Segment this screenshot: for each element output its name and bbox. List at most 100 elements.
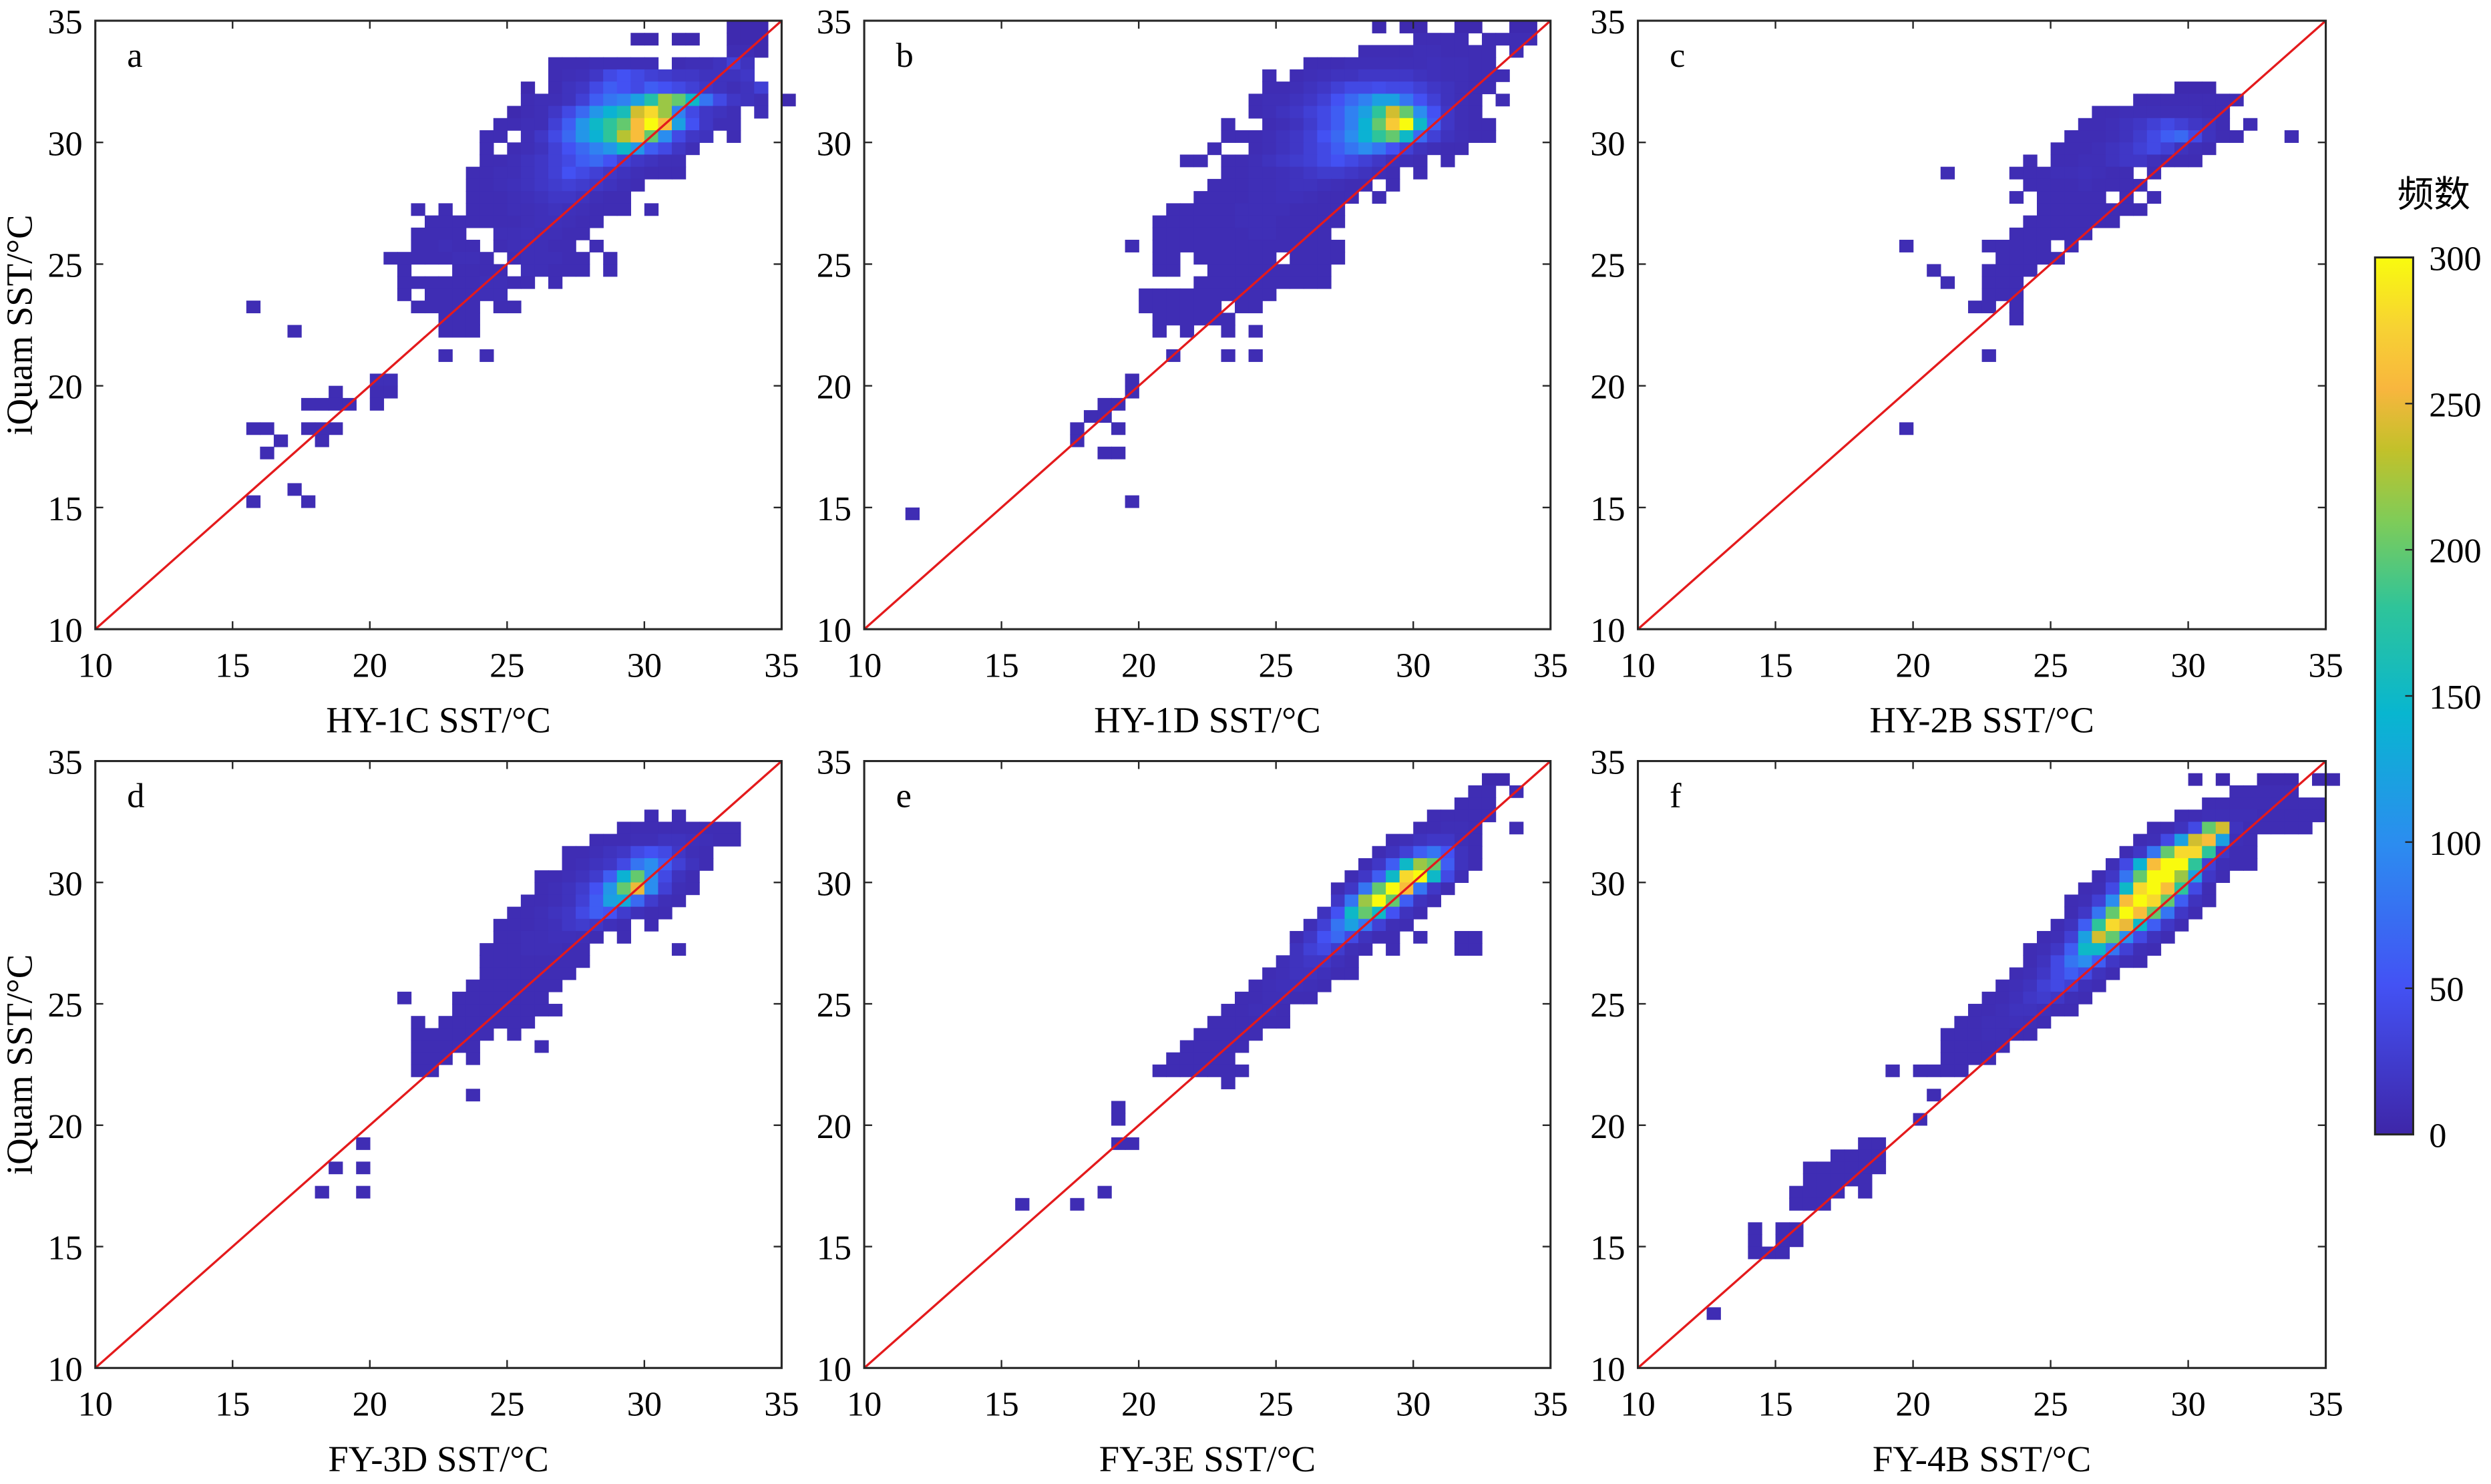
heatmap-cell — [2036, 991, 2052, 1004]
heatmap-cell — [2023, 1004, 2038, 1016]
heatmap-cell — [713, 821, 727, 835]
heatmap-cell — [658, 870, 673, 884]
heatmap-cell — [576, 215, 590, 228]
heatmap-cell — [1290, 991, 1304, 1004]
heatmap-cell — [1372, 94, 1386, 107]
heatmap-cell — [1235, 191, 1250, 204]
heatmap-cell — [534, 906, 549, 920]
heatmap-cell — [658, 142, 673, 156]
heatmap-cell — [671, 882, 687, 896]
heatmap-cells — [246, 21, 796, 508]
x-tick-label: 30 — [1396, 646, 1430, 685]
heatmap-cell — [603, 94, 618, 107]
heatmap-cell — [1816, 1185, 1831, 1199]
heatmap-cell — [520, 930, 536, 944]
heatmap-cell — [2188, 833, 2202, 847]
heatmap-cell — [1276, 191, 1290, 204]
heatmap-cell — [2050, 203, 2065, 216]
heatmap-cell — [603, 142, 618, 156]
heatmap-cell — [740, 69, 755, 82]
heatmap-cell — [1858, 1185, 1873, 1199]
heatmap-cell — [2146, 821, 2162, 835]
heatmap-cell — [616, 178, 632, 192]
heatmap-cell — [1468, 106, 1483, 119]
heatmap-cell — [1344, 918, 1359, 932]
heatmap-cell — [2105, 178, 2120, 192]
heatmap-cells — [1706, 773, 2340, 1320]
y-tick-label: 20 — [817, 1107, 851, 1146]
heatmap-cell — [425, 215, 439, 228]
heatmap-cell — [658, 894, 673, 908]
heatmap-cell — [727, 81, 741, 95]
heatmap-cell — [1330, 94, 1346, 107]
heatmap-cell — [1262, 69, 1277, 82]
heatmap-cell — [754, 45, 769, 58]
heatmap-cell — [562, 81, 576, 95]
heatmap-cell — [1386, 858, 1400, 871]
y-tick-label: 15 — [47, 490, 82, 528]
heatmap-cell — [671, 833, 687, 847]
heatmap-cell — [1358, 930, 1373, 944]
heatmap-cell — [534, 930, 549, 944]
heatmap-cell — [1166, 1064, 1181, 1077]
heatmap-cell — [1441, 45, 1455, 58]
heatmap-cell — [534, 943, 549, 956]
heatmap-cell — [2174, 118, 2189, 131]
heatmap-cell — [1441, 81, 1455, 95]
panel-letter: e — [896, 777, 912, 815]
heatmap-cell — [616, 906, 632, 920]
heatmap-cell — [740, 21, 755, 33]
heatmap-cell — [562, 930, 576, 944]
heatmap-cell — [507, 1028, 522, 1041]
heatmap-cell — [1940, 1040, 1955, 1053]
heatmap-cell — [465, 203, 480, 216]
heatmap-cell — [2202, 882, 2217, 896]
heatmap-cell — [589, 142, 604, 156]
heatmap-cell — [1372, 930, 1386, 944]
heatmap-cell — [534, 918, 549, 932]
heatmap-cell — [1262, 252, 1277, 265]
x-tick-label: 35 — [1533, 646, 1568, 685]
heatmap-cell — [260, 446, 274, 459]
heatmap-cell — [603, 894, 618, 908]
heatmap-cell — [2284, 797, 2299, 810]
heatmap-cell — [576, 252, 590, 265]
heatmap-cell — [1454, 858, 1469, 871]
heatmap-cell — [1468, 94, 1483, 107]
heatmap-cell — [2257, 797, 2271, 810]
heatmap-cell — [1426, 94, 1442, 107]
heatmap-cell — [562, 240, 576, 252]
heatmap-cell — [1317, 918, 1332, 932]
heatmap-cell — [1179, 203, 1195, 216]
heatmap-cell — [1290, 130, 1304, 143]
heatmap-cell — [1358, 106, 1373, 119]
heatmap-cell — [2050, 943, 2065, 956]
heatmap-cell — [548, 918, 563, 932]
heatmap-cell — [1344, 894, 1359, 908]
heatmap-cell — [603, 846, 618, 859]
heatmap-cell — [630, 154, 645, 168]
heatmap-cell — [452, 1016, 467, 1029]
heatmap-cell — [1235, 154, 1250, 168]
heatmap-cell — [616, 81, 632, 95]
heatmap-cell — [1152, 313, 1167, 326]
heatmap-cell — [1995, 240, 2010, 252]
heatmap-cell — [576, 943, 590, 956]
heatmap-cell — [2050, 227, 2065, 240]
heatmap-cell — [630, 821, 645, 835]
heatmap-cell — [1468, 833, 1483, 847]
heatmap-cell — [260, 422, 274, 435]
heatmap-cell — [658, 882, 673, 896]
heatmap-cell — [2284, 821, 2299, 835]
heatmap-cell — [2036, 191, 2052, 204]
heatmap-cell — [2146, 833, 2162, 847]
heatmap-cell — [1248, 979, 1263, 992]
heatmap-cell — [1454, 57, 1469, 70]
heatmap-cell — [1927, 1089, 1941, 1102]
heatmap-cell — [1358, 130, 1373, 143]
heatmap-cell — [2133, 203, 2148, 216]
heatmap-cell — [2146, 106, 2162, 119]
heatmap-cell — [1166, 1052, 1181, 1065]
heatmap-cell — [2188, 81, 2202, 95]
